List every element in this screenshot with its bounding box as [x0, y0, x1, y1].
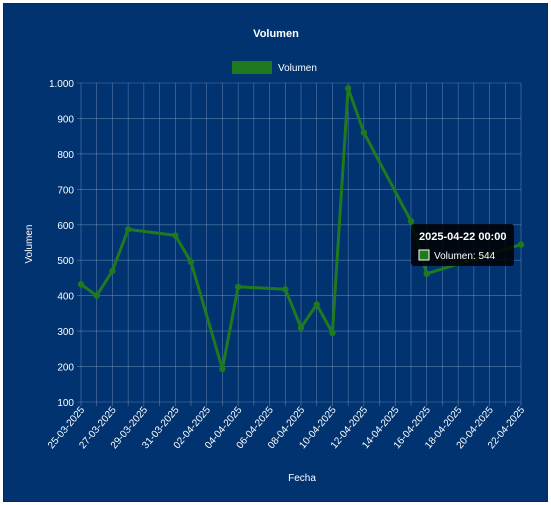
x-axis-label: Fecha — [288, 473, 316, 484]
tooltip: 2025-04-22 00:00 Volumen: 544 — [411, 224, 514, 266]
data-point[interactable] — [234, 283, 242, 291]
data-point[interactable] — [329, 329, 336, 337]
volume-line-chart: Volumen Volumen 100 200 300 400 500 600 700 800… — [24, 28, 528, 484]
y-tick-label: 300 — [57, 327, 74, 338]
y-axis-ticks: 100 200 300 400 500 600 700 800 900 1.000 — [49, 79, 74, 409]
y-tick-label: 500 — [57, 256, 74, 267]
tooltip-box — [411, 224, 514, 266]
data-point[interactable] — [407, 218, 415, 225]
y-tick-label: 800 — [57, 150, 74, 161]
data-point[interactable] — [360, 129, 368, 136]
tooltip-swatch — [418, 249, 430, 261]
data-point[interactable] — [172, 232, 179, 239]
y-tick-label: 700 — [57, 185, 74, 196]
data-point[interactable] — [517, 241, 525, 248]
data-point[interactable] — [124, 226, 132, 233]
data-point[interactable] — [219, 365, 226, 373]
legend[interactable]: Volumen — [232, 61, 317, 74]
data-point[interactable] — [77, 281, 85, 288]
y-tick-label: 100 — [57, 398, 74, 409]
data-point[interactable] — [282, 286, 289, 293]
data-point[interactable] — [109, 267, 116, 275]
y-tick-label: 600 — [57, 221, 74, 232]
series-points — [77, 85, 525, 373]
tooltip-title: 2025-04-22 00:00 — [419, 231, 506, 243]
y-axis-label: Volumen — [24, 225, 35, 264]
data-point[interactable] — [93, 292, 100, 299]
data-point[interactable] — [187, 258, 195, 266]
x-axis-ticks: 25-03-202527-03-202529-03-202531-03-2025… — [46, 405, 528, 452]
data-point[interactable] — [423, 270, 430, 277]
y-tick-label: 400 — [57, 292, 74, 303]
tooltip-label: Volumen: 544 — [434, 251, 496, 262]
legend-swatch — [232, 61, 272, 74]
data-point[interactable] — [344, 85, 352, 92]
data-point[interactable] — [297, 324, 305, 331]
chart-panel: Volumen Volumen 100 200 300 400 500 600 700 800… — [3, 3, 548, 502]
y-tick-label: 1.000 — [49, 79, 74, 90]
data-point[interactable] — [313, 301, 320, 308]
y-tick-label: 200 — [57, 363, 74, 374]
chart-title: Volumen — [253, 28, 299, 40]
y-tick-label: 900 — [57, 114, 74, 125]
legend-label: Volumen — [278, 63, 317, 74]
